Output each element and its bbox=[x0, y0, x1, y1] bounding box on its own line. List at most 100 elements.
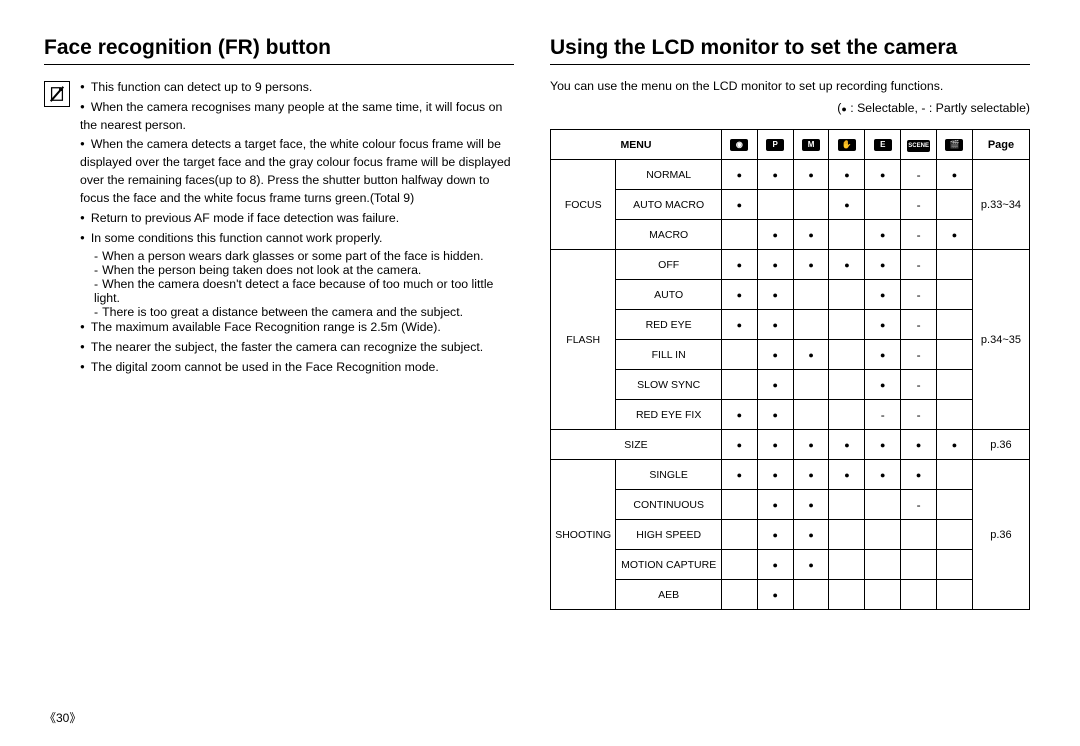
cell: ● bbox=[793, 550, 829, 580]
table-row: FOCUSNORMAL●●●●●-●p.33~34 bbox=[551, 160, 1030, 190]
cell bbox=[829, 550, 865, 580]
cell: - bbox=[901, 400, 937, 430]
right-column: Using the LCD monitor to set the camera … bbox=[550, 36, 1030, 610]
cell bbox=[937, 310, 973, 340]
cell bbox=[865, 580, 901, 610]
row-item: SINGLE bbox=[616, 460, 722, 490]
cell: ● bbox=[757, 520, 793, 550]
sub-note-item: When a person wears dark glasses or some… bbox=[94, 249, 514, 263]
cell: ● bbox=[721, 310, 757, 340]
mode-header-icon: E bbox=[865, 130, 901, 160]
row-group: FLASH bbox=[551, 250, 616, 430]
cell bbox=[901, 520, 937, 550]
table-row: SLOW SYNC●●- bbox=[551, 370, 1030, 400]
cell bbox=[721, 220, 757, 250]
table-row: AUTO●●●- bbox=[551, 280, 1030, 310]
cell: ● bbox=[829, 430, 865, 460]
row-item: OFF bbox=[616, 250, 722, 280]
cell: - bbox=[901, 490, 937, 520]
row-item: AUTO bbox=[616, 280, 722, 310]
cell: ● bbox=[757, 340, 793, 370]
cell: ● bbox=[793, 250, 829, 280]
cell: ● bbox=[865, 280, 901, 310]
cell: - bbox=[901, 160, 937, 190]
cell: ● bbox=[721, 430, 757, 460]
row-item: MOTION CAPTURE bbox=[616, 550, 722, 580]
cell bbox=[865, 190, 901, 220]
left-title: Face recognition (FR) button bbox=[44, 36, 514, 65]
sub-note-item: When the person being taken does not loo… bbox=[94, 263, 514, 277]
table-header-row: MENU ◉ P M ✋ E SCENE 🎬 Page bbox=[551, 130, 1030, 160]
row-group: SHOOTING bbox=[551, 460, 616, 610]
cell: ● bbox=[721, 250, 757, 280]
table-row: MOTION CAPTURE ●● bbox=[551, 550, 1030, 580]
cell bbox=[937, 250, 973, 280]
cell: ● bbox=[793, 430, 829, 460]
cell bbox=[829, 370, 865, 400]
cell: - bbox=[865, 400, 901, 430]
cell bbox=[793, 400, 829, 430]
notes-list-2: The maximum available Face Recognition r… bbox=[80, 319, 514, 376]
table-row: MACRO●●●-● bbox=[551, 220, 1030, 250]
cell bbox=[829, 520, 865, 550]
row-item: NORMAL bbox=[616, 160, 722, 190]
cell: ● bbox=[757, 430, 793, 460]
cell bbox=[865, 550, 901, 580]
cell: - bbox=[901, 340, 937, 370]
cell: ● bbox=[757, 550, 793, 580]
cell bbox=[829, 400, 865, 430]
cell: ● bbox=[721, 280, 757, 310]
cell: ● bbox=[721, 160, 757, 190]
cell: ● bbox=[829, 190, 865, 220]
cell bbox=[937, 280, 973, 310]
cell: - bbox=[901, 220, 937, 250]
note-item: Return to previous AF mode if face detec… bbox=[80, 210, 514, 228]
cell bbox=[937, 190, 973, 220]
cell: ● bbox=[865, 340, 901, 370]
cell: ● bbox=[829, 160, 865, 190]
mode-header-icon: ◉ bbox=[721, 130, 757, 160]
cell bbox=[829, 220, 865, 250]
cell bbox=[721, 550, 757, 580]
row-item: FILL IN bbox=[616, 340, 722, 370]
row-item: AUTO MACRO bbox=[616, 190, 722, 220]
cell: ● bbox=[757, 220, 793, 250]
cell: - bbox=[901, 370, 937, 400]
row-page: p.36 bbox=[972, 460, 1029, 610]
table-row: FLASHOFF●●●●●-p.34~35 bbox=[551, 250, 1030, 280]
cell bbox=[937, 340, 973, 370]
cell bbox=[937, 490, 973, 520]
cell: ● bbox=[865, 250, 901, 280]
table-row: RED EYE FIX●●-- bbox=[551, 400, 1030, 430]
row-item: SLOW SYNC bbox=[616, 370, 722, 400]
cell: - bbox=[901, 190, 937, 220]
cell: ● bbox=[901, 460, 937, 490]
cell: ● bbox=[757, 490, 793, 520]
intro-text: You can use the menu on the LCD monitor … bbox=[550, 79, 1030, 93]
cell: ● bbox=[937, 430, 973, 460]
cell bbox=[721, 490, 757, 520]
cell: ● bbox=[865, 430, 901, 460]
cell bbox=[937, 580, 973, 610]
cell: ● bbox=[865, 220, 901, 250]
cell: ● bbox=[793, 340, 829, 370]
cell: ● bbox=[757, 460, 793, 490]
row-item: RED EYE FIX bbox=[616, 400, 722, 430]
row-item: AEB bbox=[616, 580, 722, 610]
cell bbox=[829, 340, 865, 370]
cell bbox=[829, 490, 865, 520]
cell: ● bbox=[793, 490, 829, 520]
legend-text: (● : Selectable, - : Partly selectable) bbox=[550, 101, 1030, 115]
row-item: RED EYE bbox=[616, 310, 722, 340]
cell: ● bbox=[865, 310, 901, 340]
cell: ● bbox=[757, 580, 793, 610]
cell: ● bbox=[793, 460, 829, 490]
cell: ● bbox=[721, 400, 757, 430]
table-row: RED EYE●●●- bbox=[551, 310, 1030, 340]
table-row: AUTO MACRO●●- bbox=[551, 190, 1030, 220]
cell: ● bbox=[937, 220, 973, 250]
mode-header-icon: 🎬 bbox=[937, 130, 973, 160]
right-title: Using the LCD monitor to set the camera bbox=[550, 36, 1030, 65]
cell bbox=[793, 280, 829, 310]
cell: ● bbox=[865, 160, 901, 190]
